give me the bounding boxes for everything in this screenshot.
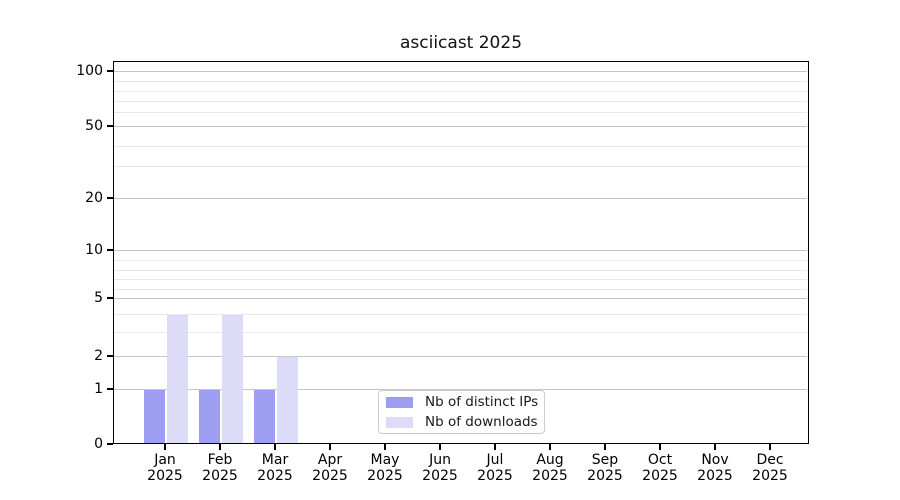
x-tick-label: Jun 2025	[412, 452, 468, 484]
x-tick-month: Mar	[261, 452, 289, 468]
y-tick-mark	[107, 197, 113, 199]
x-tick-label: Apr 2025	[302, 452, 358, 484]
x-tick-mark	[329, 444, 331, 450]
gridline-minor	[114, 331, 807, 333]
y-tick-label: 20	[85, 190, 103, 206]
bar-distinct-ips	[254, 389, 275, 443]
x-tick-mark	[439, 444, 441, 450]
gridline-minor	[114, 101, 807, 102]
x-tick-mark	[659, 444, 661, 450]
x-tick-year: 2025	[587, 468, 623, 484]
x-tick-year: 2025	[422, 468, 458, 484]
x-tick-month: Oct	[647, 452, 673, 468]
y-tick-label: 1	[94, 381, 103, 397]
gridline-major	[114, 355, 807, 357]
x-tick-mark	[549, 444, 551, 450]
x-tick-mark	[494, 444, 496, 450]
x-tick-year: 2025	[697, 468, 733, 484]
x-tick-label: Dec 2025	[742, 452, 798, 484]
x-tick-label: Sep 2025	[577, 452, 633, 484]
bar-distinct-ips	[199, 389, 220, 443]
gridline-minor	[114, 288, 807, 290]
x-tick-month: May	[370, 452, 400, 468]
gridline-minor	[114, 313, 807, 315]
x-tick-year: 2025	[752, 468, 788, 484]
x-tick-label: Mar 2025	[247, 452, 303, 484]
legend-row: Nb of distinct IPs	[386, 394, 539, 410]
y-tick-mark	[107, 355, 113, 357]
y-tick-mark	[107, 443, 113, 445]
x-tick-mark	[714, 444, 716, 450]
gridline-minor	[114, 80, 807, 82]
gridline-major	[114, 125, 807, 127]
x-tick-year: 2025	[202, 468, 238, 484]
y-tick-mark	[107, 70, 113, 72]
x-tick-month: Nov	[701, 452, 729, 468]
x-tick-year: 2025	[642, 468, 678, 484]
gridline-major	[114, 249, 807, 251]
y-tick-label: 50	[85, 118, 103, 134]
legend-row: Nb of downloads	[386, 414, 538, 430]
y-tick-mark	[107, 388, 113, 390]
x-tick-month: Jul	[486, 452, 504, 468]
gridline-minor	[114, 279, 807, 280]
gridline-minor	[114, 165, 807, 167]
x-tick-mark	[219, 444, 221, 450]
x-tick-label: Aug 2025	[522, 452, 578, 484]
x-tick-mark	[274, 444, 276, 450]
gridline-major	[114, 197, 807, 199]
y-tick-label: 5	[94, 290, 103, 306]
x-tick-label: Jul 2025	[467, 452, 523, 484]
x-tick-mark	[769, 444, 771, 450]
x-tick-month: Sep	[591, 452, 619, 468]
x-tick-mark	[604, 444, 606, 450]
x-tick-year: 2025	[367, 468, 403, 484]
x-tick-label: May 2025	[357, 452, 413, 484]
gridline-minor	[114, 91, 807, 92]
x-tick-month: Feb	[207, 452, 233, 468]
gridline-major	[114, 70, 807, 72]
x-tick-label: Feb 2025	[192, 452, 248, 484]
plot-area	[113, 61, 809, 444]
gridline-minor	[114, 259, 807, 261]
bar-downloads	[167, 314, 188, 443]
x-tick-year: 2025	[147, 468, 183, 484]
x-tick-mark	[384, 444, 386, 450]
y-tick-label: 10	[85, 242, 103, 258]
x-tick-label: Nov 2025	[687, 452, 743, 484]
y-tick-mark	[107, 249, 113, 251]
legend-label: Nb of downloads	[425, 414, 538, 430]
bar-downloads	[222, 314, 243, 443]
legend-swatch-downloads	[386, 416, 413, 428]
x-tick-month: Aug	[536, 452, 564, 468]
legend: Nb of distinct IPs Nb of downloads	[378, 390, 545, 434]
bar-distinct-ips	[144, 389, 165, 443]
x-tick-label: Jan 2025	[137, 452, 193, 484]
x-tick-label: Oct 2025	[632, 452, 688, 484]
gridline-minor	[114, 269, 807, 271]
gridline-major	[114, 388, 807, 390]
x-tick-year: 2025	[312, 468, 348, 484]
gridline-major	[114, 297, 807, 299]
chart-title: asciicast 2025	[399, 33, 523, 53]
x-tick-month: Jun	[429, 452, 451, 468]
gridline-minor	[114, 111, 807, 113]
x-tick-mark	[164, 444, 166, 450]
y-tick-mark	[107, 297, 113, 299]
bar-downloads	[277, 356, 298, 443]
y-tick-label: 100	[76, 63, 103, 79]
y-tick-label: 2	[94, 348, 103, 364]
x-tick-month: Jan	[154, 452, 176, 468]
y-tick-label: 0	[94, 436, 103, 452]
x-tick-year: 2025	[257, 468, 293, 484]
x-tick-month: Apr	[317, 452, 343, 468]
y-tick-mark	[107, 125, 113, 127]
legend-label: Nb of distinct IPs	[425, 394, 539, 410]
gridline-minor	[114, 145, 807, 147]
legend-swatch-distinct-ips	[386, 396, 413, 408]
x-tick-year: 2025	[477, 468, 513, 484]
x-tick-year: 2025	[532, 468, 568, 484]
x-tick-month: Dec	[756, 452, 784, 468]
